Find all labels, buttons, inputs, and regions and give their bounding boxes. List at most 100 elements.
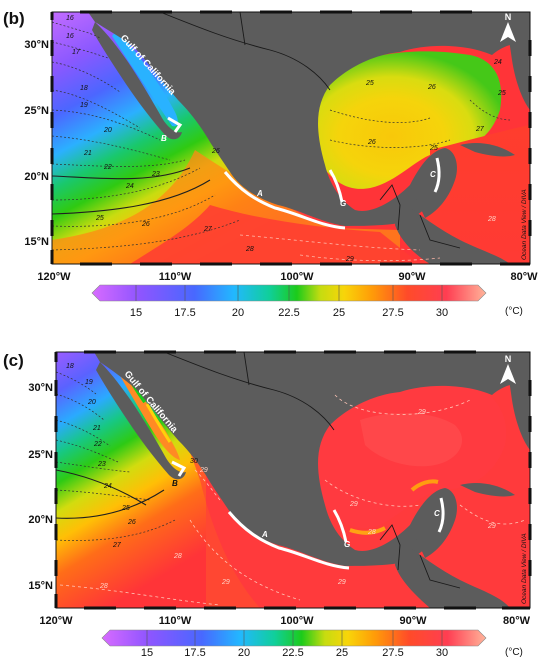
contour-label: 24 xyxy=(493,59,502,66)
contour-label: 23 xyxy=(151,171,160,178)
contour-label: 26 xyxy=(141,221,150,228)
colorbar-tick: 25 xyxy=(333,307,345,319)
colorbar-tick: 15 xyxy=(130,307,142,319)
colorbar-unit: (°C) xyxy=(505,306,523,317)
contour-label: 21 xyxy=(83,150,92,157)
map-panel-b: 16 16 17 18 19 20 21 22 23 24 25 26 27 2… xyxy=(3,9,538,319)
colorbar-tick: 22.5 xyxy=(282,647,303,658)
lat-tick-label: 30°N xyxy=(28,382,53,394)
colorbar-tick: 30 xyxy=(436,307,448,319)
lat-tick-label: 25°N xyxy=(24,105,49,117)
colorbar-c: 15 17.5 20 22.5 25 27.5 30 (°C) xyxy=(101,629,523,659)
colorbar-unit: (°C) xyxy=(505,647,523,658)
contour-label: 25 xyxy=(121,505,130,512)
contour-label: 28 xyxy=(245,246,254,253)
lon-tick-label: 120°W xyxy=(37,271,71,283)
lon-tick-label: 110°W xyxy=(159,615,192,627)
point-b-label: B xyxy=(161,134,167,143)
contour-label: 17 xyxy=(72,49,81,56)
lon-tick-label: 80°W xyxy=(510,271,538,283)
contour-label: 24 xyxy=(103,483,112,490)
point-b-label: B xyxy=(172,479,178,488)
land-baja xyxy=(96,362,186,480)
contour-label: 16 xyxy=(66,15,74,22)
colorbar-tick: 30 xyxy=(436,647,448,658)
lat-tick-label: 25°N xyxy=(28,449,53,461)
contour-label: 25 xyxy=(497,90,506,97)
contour-label: 30 xyxy=(190,458,198,465)
frame-ticks-c xyxy=(54,350,532,610)
lon-tick-label: 120°W xyxy=(39,615,73,627)
contour-label: 21 xyxy=(92,425,101,432)
colorbar-tick: 25 xyxy=(336,647,348,658)
north-arrow-icon: N xyxy=(500,12,516,42)
lat-tick-label: 15°N xyxy=(24,236,49,248)
svg-text:N: N xyxy=(505,354,512,364)
point-a-label: A xyxy=(256,189,263,198)
colorbar-tick: 17.5 xyxy=(174,307,195,319)
contour-label: 26 xyxy=(367,139,376,146)
colorbar-tick: 27.5 xyxy=(382,307,403,319)
lat-tick-label: 15°N xyxy=(28,580,53,592)
contour-label: 26 xyxy=(127,519,136,526)
lon-tick-label: 100°W xyxy=(280,271,314,283)
colorbar-b: 15 17.5 20 22.5 25 27.5 30 (°C) xyxy=(91,284,523,319)
contour-label: 28 xyxy=(367,529,376,536)
north-arrow-icon: N xyxy=(500,354,516,384)
contour-label: 29 xyxy=(345,256,354,263)
credit-label: Ocean Data View / DIVA xyxy=(521,189,528,260)
point-g-label: G xyxy=(340,199,346,208)
contour-label: 27 xyxy=(475,126,485,133)
contour-label: 25 xyxy=(95,215,104,222)
contour-label: 16 xyxy=(66,33,74,40)
point-g-label: G xyxy=(344,540,350,549)
contour-label: 28 xyxy=(173,553,182,560)
land-mexico xyxy=(94,352,530,566)
lat-tick-label: 20°N xyxy=(28,514,53,526)
lon-tick-label: 90°W xyxy=(398,271,426,283)
contour-label: 20 xyxy=(87,399,96,406)
panel-label-c: (c) xyxy=(3,351,24,370)
contour-label: 25 xyxy=(365,80,374,87)
contour-label: 29 xyxy=(487,523,496,530)
contour-label: 29 xyxy=(199,467,208,474)
contour-label: 24 xyxy=(125,183,134,190)
colorbar-tick: 15 xyxy=(141,647,153,658)
contour-label: 26 xyxy=(427,84,436,91)
contour-label: 23 xyxy=(97,461,106,468)
contour-label: 29 xyxy=(417,409,426,416)
point-c-label: C xyxy=(434,509,440,518)
point-c-label: C xyxy=(430,170,436,179)
lat-tick-label: 20°N xyxy=(24,171,49,183)
colorbar-tick: 17.5 xyxy=(184,647,205,658)
contour-label: 26 xyxy=(211,148,220,155)
contour-label: 18 xyxy=(80,85,88,92)
lon-tick-label: 90°W xyxy=(399,615,427,627)
contour-label: 22 xyxy=(93,441,102,448)
credit-label: Ocean Data View / DIVA xyxy=(521,533,528,604)
colorbar-tick: 20 xyxy=(238,647,250,658)
contour-label: 22 xyxy=(103,164,112,171)
map-panel-c: 18 19 20 21 22 23 24 25 26 27 28 28 29 2… xyxy=(3,350,532,659)
contour-label: 29 xyxy=(349,501,358,508)
panel-label-b: (b) xyxy=(3,9,25,28)
colorbar-tick: 27.5 xyxy=(382,647,403,658)
svg-text:N: N xyxy=(505,12,512,22)
contour-label: 20 xyxy=(103,127,112,134)
land-baja xyxy=(92,22,182,140)
contour-label: 27 xyxy=(112,542,122,549)
contour-label: 29 xyxy=(221,579,230,586)
point-a-label: A xyxy=(261,530,268,539)
contour-label: 19 xyxy=(80,102,88,109)
contour-label: 25 xyxy=(429,145,438,152)
colorbar-tick: 22.5 xyxy=(278,307,299,319)
contour-label: 27 xyxy=(203,226,213,233)
frame-ticks-b xyxy=(50,10,532,266)
lat-tick-label: 30°N xyxy=(24,39,49,51)
contour-label: 19 xyxy=(85,379,93,386)
lon-tick-label: 80°W xyxy=(503,615,531,627)
lon-tick-label: 100°W xyxy=(280,615,314,627)
contour-label: 28 xyxy=(99,583,108,590)
contour-label: 18 xyxy=(66,363,74,370)
contour-label: 28 xyxy=(487,216,496,223)
